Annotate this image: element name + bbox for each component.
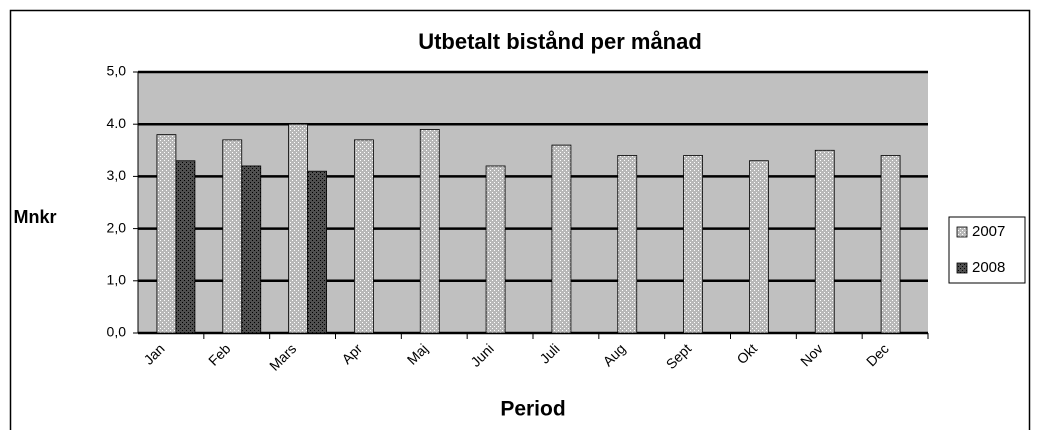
bar [288, 123, 308, 334]
bar [241, 165, 262, 334]
y-tick-label: 5,0 [107, 63, 127, 79]
bar [156, 134, 177, 334]
bar [814, 149, 835, 334]
bar [880, 155, 901, 334]
chart-title: Utbetalt bistånd per månad [418, 29, 702, 54]
bar [749, 160, 769, 334]
x-axis-label: Period [500, 398, 565, 421]
y-tick-label: 1,0 [107, 272, 127, 288]
bar [551, 144, 572, 334]
y-tick-label: 2,0 [107, 219, 127, 235]
legend-label: 2008 [972, 259, 1005, 276]
bar [683, 155, 703, 334]
y-tick-label: 4.0 [107, 115, 127, 131]
legend-swatch [956, 226, 968, 238]
bar [419, 129, 440, 334]
y-tick-label: 3,0 [107, 167, 127, 183]
y-tick-label: 0,0 [107, 324, 127, 340]
bar [485, 165, 506, 334]
plot-area [138, 72, 928, 333]
y-axis-label: Mnkr [13, 207, 56, 227]
bar [617, 155, 638, 334]
bar [175, 160, 196, 334]
legend-label: 2007 [972, 223, 1005, 240]
bar [222, 139, 243, 334]
legend-swatch [956, 262, 968, 274]
bar [354, 139, 374, 334]
bar [307, 170, 327, 334]
